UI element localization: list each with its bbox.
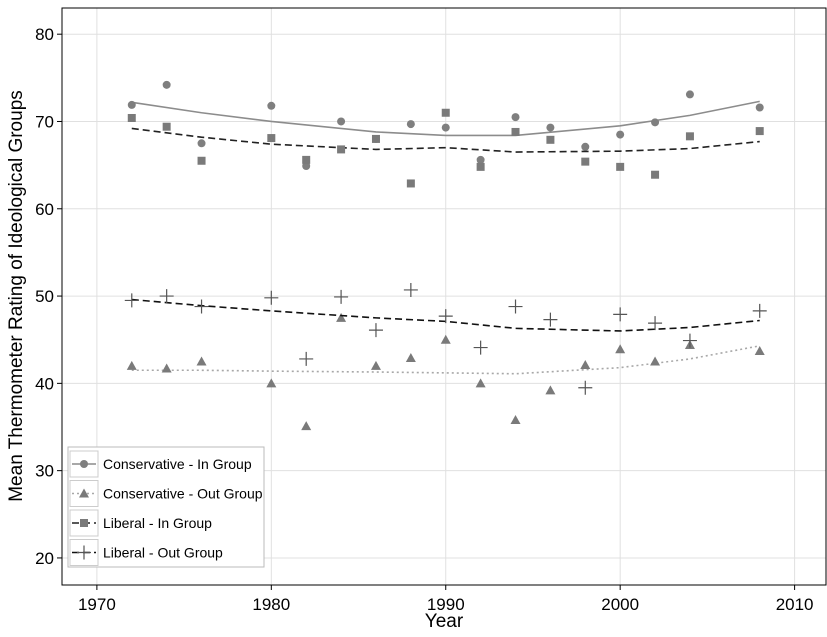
legend-label: Liberal - In Group bbox=[103, 515, 212, 531]
point bbox=[616, 162, 625, 171]
point bbox=[476, 162, 485, 171]
point bbox=[685, 132, 694, 141]
point bbox=[127, 100, 136, 109]
point bbox=[754, 346, 765, 356]
y-tick-label: 80 bbox=[35, 25, 54, 44]
point bbox=[267, 134, 276, 143]
point bbox=[403, 282, 418, 297]
point bbox=[80, 460, 88, 468]
point bbox=[508, 299, 523, 314]
y-tick-label: 60 bbox=[35, 200, 54, 219]
x-axis-label: Year bbox=[425, 611, 464, 632]
point bbox=[264, 290, 279, 305]
legend-item: Liberal - In Group bbox=[69, 509, 212, 537]
y-tick-label: 70 bbox=[35, 112, 54, 131]
point bbox=[126, 360, 137, 370]
point bbox=[337, 117, 346, 126]
plot-border bbox=[61, 7, 827, 586]
point bbox=[438, 309, 453, 324]
point bbox=[441, 123, 450, 132]
point bbox=[755, 127, 764, 136]
point bbox=[752, 303, 767, 318]
point bbox=[578, 380, 593, 395]
point bbox=[337, 145, 346, 154]
legend: Conservative - In Group Conservative - Ou… bbox=[67, 446, 265, 568]
point bbox=[406, 179, 415, 188]
trend-line bbox=[131, 127, 760, 153]
point bbox=[476, 155, 485, 164]
legend-item: Conservative - In Group bbox=[69, 450, 252, 478]
point bbox=[194, 299, 209, 314]
legend-box bbox=[67, 446, 265, 568]
y-tick-label: 30 bbox=[35, 462, 54, 481]
point bbox=[80, 519, 88, 527]
point bbox=[197, 156, 206, 165]
point bbox=[124, 293, 139, 308]
x-tick-label: 1990 bbox=[427, 595, 465, 614]
point bbox=[371, 134, 380, 143]
legend-label: Liberal - Out Group bbox=[103, 545, 223, 561]
point bbox=[648, 316, 663, 331]
y-tick-label: 50 bbox=[35, 287, 54, 306]
point bbox=[302, 161, 311, 170]
point bbox=[545, 385, 556, 395]
x-tick-label: 1980 bbox=[252, 595, 290, 614]
point bbox=[440, 334, 451, 344]
y-tick-label: 40 bbox=[35, 374, 54, 393]
point bbox=[546, 123, 555, 132]
point bbox=[301, 421, 312, 431]
x-tick-label: 2010 bbox=[776, 595, 814, 614]
point bbox=[159, 289, 174, 304]
point bbox=[405, 353, 416, 363]
point bbox=[79, 488, 89, 498]
point bbox=[650, 356, 661, 366]
point bbox=[613, 307, 628, 322]
trend-line bbox=[131, 100, 760, 137]
point bbox=[127, 113, 136, 122]
point bbox=[651, 170, 660, 179]
point bbox=[685, 90, 694, 99]
point bbox=[441, 108, 450, 117]
legend-label: Conservative - In Group bbox=[103, 456, 252, 472]
point bbox=[546, 135, 555, 144]
point bbox=[682, 333, 697, 348]
point bbox=[651, 118, 660, 127]
point bbox=[473, 340, 488, 355]
point bbox=[196, 356, 207, 366]
point bbox=[299, 351, 314, 366]
point bbox=[581, 142, 590, 151]
x-tick-label: 2000 bbox=[601, 595, 639, 614]
point bbox=[162, 122, 171, 131]
point bbox=[368, 323, 383, 338]
point bbox=[406, 120, 415, 129]
trend-line bbox=[131, 345, 760, 375]
point bbox=[162, 80, 171, 89]
point bbox=[161, 363, 172, 373]
y-tick-label: 20 bbox=[35, 549, 54, 568]
legend-item: Conservative - Out Group bbox=[69, 480, 263, 507]
point bbox=[511, 113, 520, 122]
point bbox=[266, 378, 277, 388]
point bbox=[615, 344, 626, 354]
point bbox=[616, 130, 625, 139]
point bbox=[197, 139, 206, 148]
point bbox=[336, 312, 347, 322]
point bbox=[302, 155, 311, 164]
point bbox=[510, 415, 521, 425]
point bbox=[543, 312, 558, 327]
point bbox=[475, 378, 486, 388]
point bbox=[580, 360, 591, 370]
legend-label: Conservative - Out Group bbox=[103, 486, 263, 502]
x-tick-label: 1970 bbox=[78, 595, 116, 614]
y-axis-label: Mean Thermometer Rating of Ideological G… bbox=[6, 90, 27, 502]
point bbox=[370, 360, 381, 370]
point bbox=[77, 545, 91, 560]
point bbox=[334, 289, 349, 304]
point bbox=[581, 157, 590, 166]
point bbox=[267, 101, 276, 110]
point bbox=[511, 127, 520, 136]
legend-item: Liberal - Out Group bbox=[69, 539, 223, 566]
point bbox=[755, 103, 764, 112]
